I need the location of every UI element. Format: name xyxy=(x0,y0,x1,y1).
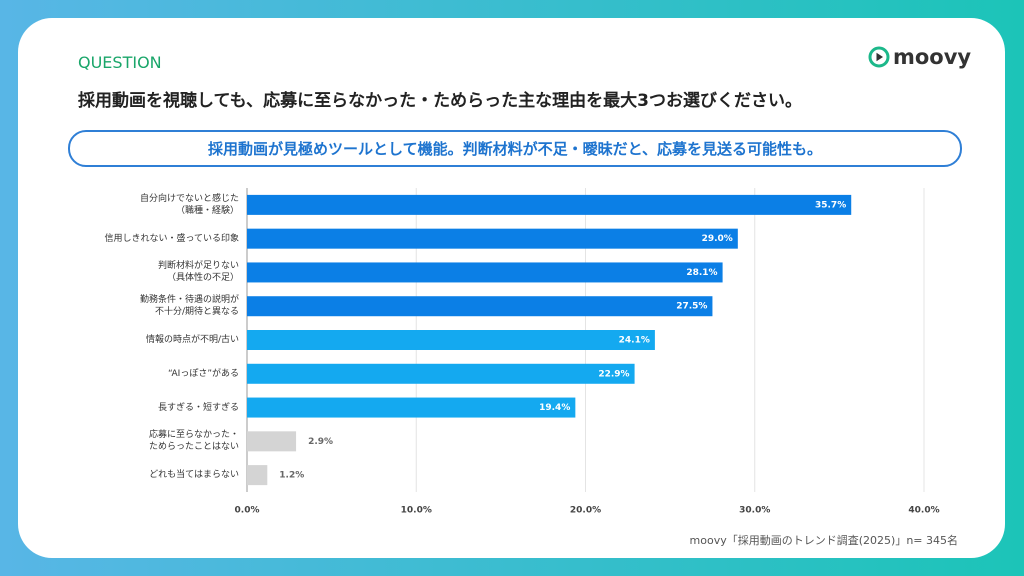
question-text: 採用動画を視聴しても、応募に至らなかった・ためらった主な理由を最大3つお選びくだ… xyxy=(78,91,802,111)
card xyxy=(18,18,1005,558)
x-tick-label: 20.0% xyxy=(570,506,601,516)
logo-text: moovy xyxy=(893,45,972,69)
bar xyxy=(247,228,738,249)
category-label: 長すぎる・短すぎる xyxy=(157,402,239,413)
value-label: 1.2% xyxy=(279,471,304,481)
bar xyxy=(247,330,655,350)
category-label: 判断材料が足りない （具体性の不足） xyxy=(157,261,239,284)
logo: moovy xyxy=(868,45,971,69)
value-label: 35.7% xyxy=(815,200,846,210)
bar xyxy=(247,397,576,418)
category-label: 勤務条件・待遇の説明が 不十分/期待と異なる xyxy=(139,295,239,318)
highlight: 採用動画が見極めツールとして機能。判断材料が不足・曖昧だと、応募を見送る可能性も… xyxy=(68,130,962,167)
bar xyxy=(247,296,713,317)
x-tick-label: 40.0% xyxy=(908,506,939,516)
x-tick-label: 30.0% xyxy=(739,506,770,516)
category-label: どれも当てはまらない xyxy=(149,470,239,481)
bar xyxy=(247,363,635,384)
value-label: 22.9% xyxy=(598,369,629,379)
value-label: 27.5% xyxy=(676,302,707,312)
value-label: 24.1% xyxy=(619,336,650,346)
value-label: 28.1% xyxy=(686,268,717,278)
category-label: 自分向けでないと感じた （職種・経験） xyxy=(139,193,239,216)
value-label: 29.0% xyxy=(702,234,733,244)
value-label: 2.9% xyxy=(308,437,333,447)
x-tick-label: 10.0% xyxy=(401,506,432,516)
category-label: 応募に至らなかった・ ためらったことはない xyxy=(148,430,239,453)
question-label: QUESTION xyxy=(78,53,162,72)
category-label: “AIっぽさ”がある xyxy=(168,368,239,379)
logo-icon xyxy=(868,46,890,68)
category-label: 情報の時点が不明/古い xyxy=(145,335,239,345)
source: moovy「採用動画のトレンド調査(2025)」n= 345名 xyxy=(689,534,958,547)
bar xyxy=(247,431,297,452)
x-tick-label: 0.0% xyxy=(235,506,260,516)
bar xyxy=(247,194,852,215)
value-label: 19.4% xyxy=(539,403,570,413)
bar xyxy=(247,465,268,486)
bar xyxy=(247,262,723,283)
category-label: 信用しきれない・盛っている印象 xyxy=(104,233,239,244)
